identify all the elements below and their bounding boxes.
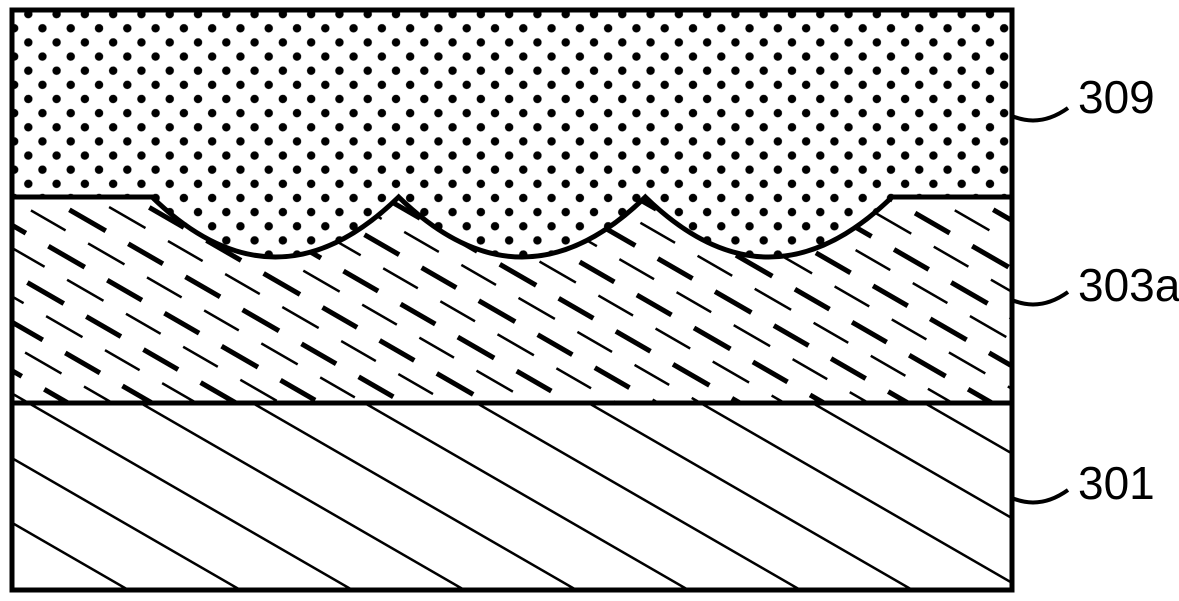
figure-wrap: 309 303a 301	[0, 0, 1179, 601]
layer-diagram	[0, 0, 1179, 601]
label-303a: 303a	[1078, 258, 1179, 312]
label-301: 301	[1078, 456, 1155, 510]
label-309: 309	[1078, 70, 1155, 124]
